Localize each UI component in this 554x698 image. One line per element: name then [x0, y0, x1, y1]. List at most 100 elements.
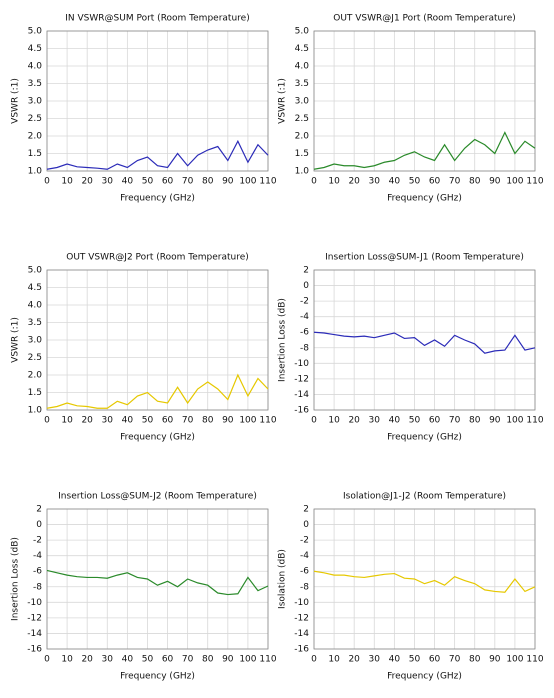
- y-tick-label: -12: [294, 613, 309, 623]
- x-tick-label: 110: [526, 177, 543, 187]
- y-tick-label: 3.5: [28, 318, 42, 328]
- x-tick-label: 40: [389, 177, 401, 187]
- y-tick-label: 2.0: [28, 371, 43, 381]
- y-tick-label: 4.5: [28, 44, 42, 54]
- y-tick-label: 4.5: [295, 44, 309, 54]
- y-tick-label: 1.0: [28, 167, 43, 177]
- y-axis-label: Insertion Loss (dB): [278, 298, 288, 382]
- chart-title: Isolation@J1-J2 (Room Temperature): [343, 492, 506, 502]
- y-tick-label: 3.0: [28, 336, 43, 346]
- y-tick-label: -10: [294, 359, 309, 369]
- x-tick-label: 80: [469, 416, 481, 426]
- x-tick-label: 90: [222, 416, 234, 426]
- y-tick-label: 4.5: [28, 283, 42, 293]
- y-axis-label: Isolation (dB): [278, 549, 288, 609]
- y-tick-label: -14: [294, 629, 309, 639]
- x-tick-label: 30: [369, 655, 381, 665]
- y-tick-label: -14: [294, 390, 309, 400]
- x-tick-label: 30: [102, 655, 114, 665]
- x-tick-label: 60: [429, 416, 441, 426]
- x-tick-label: 50: [142, 655, 154, 665]
- x-tick-label: 100: [506, 416, 523, 426]
- chart-title: Insertion Loss@SUM-J1 (Room Temperature): [325, 253, 524, 263]
- y-tick-label: 2.0: [28, 132, 43, 142]
- y-axis-label: VSWR (:1): [11, 78, 21, 124]
- y-tick-label: 5.0: [295, 27, 310, 37]
- plot-frame: [313, 30, 536, 172]
- data-line: [313, 131, 536, 170]
- chart-title: IN VSWR@SUM Port (Room Temperature): [65, 14, 249, 24]
- y-tick-label: 2: [36, 505, 42, 515]
- chart-title: OUT VSWR@J2 Port (Room Temperature): [66, 253, 249, 263]
- y-tick-label: -6: [33, 567, 42, 577]
- x-tick-label: 100: [239, 177, 256, 187]
- y-axis-label: Insertion Loss (dB): [11, 537, 21, 621]
- x-tick-label: 70: [182, 416, 194, 426]
- y-tick-label: 1.0: [28, 406, 43, 416]
- x-tick-label: 70: [182, 177, 194, 187]
- x-tick-label: 10: [61, 655, 73, 665]
- x-tick-label: 100: [506, 177, 523, 187]
- y-tick-label: 1.5: [28, 149, 42, 159]
- y-tick-label: 2.0: [295, 132, 310, 142]
- x-tick-label: 110: [526, 416, 543, 426]
- y-tick-label: -12: [27, 613, 42, 623]
- x-tick-label: 60: [162, 655, 174, 665]
- x-tick-label: 20: [81, 655, 93, 665]
- y-axis-label: VSWR (:1): [11, 317, 21, 363]
- x-tick-label: 70: [449, 655, 461, 665]
- x-tick-label: 10: [328, 655, 340, 665]
- y-tick-label: 0: [303, 520, 309, 530]
- x-tick-label: 80: [469, 177, 481, 187]
- y-tick-label: -14: [27, 629, 42, 639]
- y-tick-label: -4: [300, 551, 309, 561]
- x-tick-label: 110: [259, 177, 276, 187]
- x-tick-label: 70: [182, 655, 194, 665]
- x-tick-label: 50: [409, 177, 421, 187]
- y-tick-label: -4: [33, 551, 42, 561]
- x-tick-label: 30: [369, 177, 381, 187]
- data-line: [46, 139, 269, 170]
- x-tick-label: 20: [348, 655, 360, 665]
- x-tick-label: 60: [429, 655, 441, 665]
- x-tick-label: 30: [102, 416, 114, 426]
- x-tick-label: 60: [162, 416, 174, 426]
- y-tick-label: -8: [300, 343, 309, 353]
- y-tick-label: -2: [33, 536, 42, 546]
- x-tick-label: 0: [44, 177, 50, 187]
- x-tick-label: 60: [429, 177, 441, 187]
- x-tick-label: 110: [526, 655, 543, 665]
- y-tick-label: -2: [300, 536, 309, 546]
- y-tick-label: 3.0: [295, 97, 310, 107]
- plot-frame: [46, 30, 269, 172]
- y-tick-label: -6: [300, 567, 309, 577]
- y-tick-label: 5.0: [28, 266, 43, 276]
- y-tick-label: 4.0: [295, 62, 310, 72]
- y-tick-label: 3.5: [28, 79, 42, 89]
- chart-title: Insertion Loss@SUM-J2 (Room Temperature): [58, 492, 257, 502]
- x-tick-label: 90: [489, 655, 501, 665]
- y-tick-label: -4: [300, 312, 309, 322]
- x-tick-label: 20: [348, 177, 360, 187]
- x-tick-label: 50: [142, 416, 154, 426]
- x-tick-label: 50: [409, 416, 421, 426]
- x-axis-label: Frequency (GHz): [120, 194, 195, 204]
- plot-frame: [313, 508, 536, 650]
- y-tick-label: 1.0: [295, 167, 310, 177]
- x-tick-label: 40: [389, 416, 401, 426]
- x-tick-label: 40: [122, 177, 134, 187]
- x-tick-label: 50: [409, 655, 421, 665]
- x-tick-label: 80: [202, 655, 214, 665]
- y-tick-label: 2.5: [28, 353, 42, 363]
- y-tick-label: 4.0: [28, 62, 43, 72]
- x-tick-label: 10: [328, 416, 340, 426]
- x-axis-label: Frequency (GHz): [120, 672, 195, 682]
- x-tick-label: 80: [202, 416, 214, 426]
- y-tick-label: -16: [294, 406, 309, 416]
- y-tick-label: 0: [303, 281, 309, 291]
- x-tick-label: 20: [81, 177, 93, 187]
- x-tick-label: 20: [81, 416, 93, 426]
- x-tick-label: 100: [239, 655, 256, 665]
- x-tick-label: 100: [506, 655, 523, 665]
